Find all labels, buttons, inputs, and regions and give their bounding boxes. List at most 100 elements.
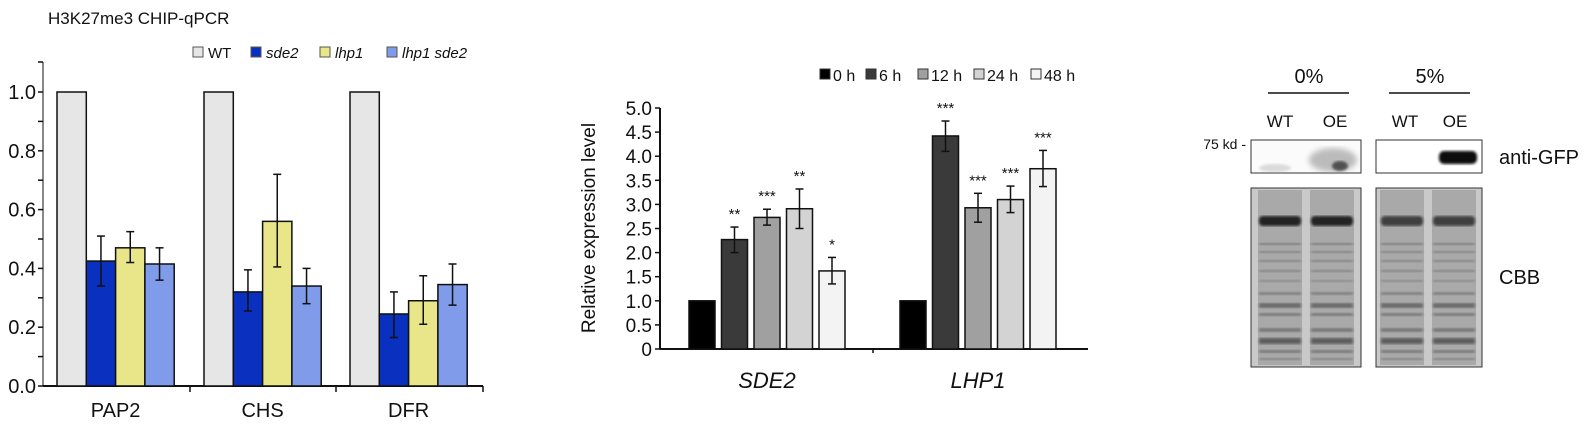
cbb-band [1433,280,1475,282]
cbb-band [1259,350,1301,353]
cbb-band [1381,260,1423,262]
lane-label: OE [1323,112,1348,131]
bar-sde2-PAP2 [85,260,117,387]
condition-label: 5% [1416,66,1445,88]
legend-swatch [192,46,204,58]
bar-WT-DFR [349,91,381,387]
x-category-label: CHS [241,400,283,422]
background-smear [1259,164,1291,172]
expression-chart: 0 0.5 1.0 1.5 2.0 2.5 3.0 3.5 4.0 4.5 5.0 Relative … [579,68,1088,393]
gfp-band [1439,151,1477,164]
legend-swatch [1030,68,1042,80]
cbb-band [1259,260,1301,262]
cbb-band [1259,280,1301,282]
cbb-band [1311,338,1353,344]
cbb-band [1259,328,1301,332]
legend-swatch [250,46,262,58]
legend-label: sde2 [266,45,299,62]
y-tick-label: 1.0 [8,82,36,104]
legend-swatch [865,68,877,80]
cbb-band [1433,292,1475,295]
bar-lhp1-PAP2 [114,247,146,387]
bar-WT-CHS [203,91,235,387]
cbb-band [1381,280,1423,282]
cbb-band [1311,292,1353,295]
cbb-band [1433,251,1475,253]
bar-0h-LHP1 [899,300,927,350]
legend-label: 6 h [879,68,901,85]
cbb-band [1433,338,1475,344]
legend-label: lhp1 sde2 [402,45,468,62]
y-tick-label: 4.5 [626,123,652,144]
bar-12h-LHP1 [964,207,992,350]
cbb-band [1381,243,1423,245]
x-category-label: DFR [388,400,429,422]
chipqpcr-chart: H3K27me3 CHIP-qPCR 0.0 0.2 0.4 0.6 0.8 1.0 PAP2… [8,9,484,422]
weak-gfp-band-core [1332,161,1348,171]
y-tick-label: 1.0 [626,292,652,313]
row-label-anti-gfp: anti-GFP [1499,147,1579,169]
cbb-band [1433,216,1475,226]
bar-6h-LHP1 [931,135,960,350]
y-tick-label: 2.5 [626,220,652,241]
legend-swatch [386,46,398,58]
significance-stars: ** [794,168,806,185]
significance-stars: *** [969,172,987,189]
cbb-band [1381,358,1423,360]
significance-stars: *** [758,188,776,205]
cbb-band [1259,338,1301,344]
cbb-band [1259,243,1301,245]
cbb-band [1381,328,1423,332]
cbb-band [1311,243,1353,245]
cbb-band [1311,303,1353,308]
bar-WT-PAP2 [56,91,88,387]
cbb-band [1259,358,1301,360]
cbb-band [1433,328,1475,332]
legend-label: WT [208,45,231,62]
x-category-label: SDE2 [738,368,795,393]
y-tick-label: 0.2 [8,317,36,339]
significance-stars: *** [1034,129,1052,146]
cbb-band [1259,216,1301,226]
cbb-band [1259,303,1301,308]
legend-label: 48 h [1044,68,1075,85]
cbb-band [1259,292,1301,295]
cbb-band [1381,338,1423,344]
cbb-band [1311,358,1353,360]
significance-stars: ** [729,206,741,223]
cbb-band [1259,251,1301,253]
legend-label: 24 h [987,68,1018,85]
row-label-cbb: CBB [1499,267,1540,289]
legend-swatch [319,46,331,58]
y-tick-label: 0.8 [8,141,36,163]
cbb-band [1381,313,1423,316]
cbb-band [1311,216,1353,226]
bar-0h-SDE2 [688,300,716,350]
cbb-band [1433,243,1475,245]
cbb-band [1433,313,1475,316]
significance-stars: *** [1002,165,1020,182]
bar-12h-SDE2 [753,216,781,350]
y-tick-label: 3.0 [626,195,652,216]
legend-swatch [917,68,929,80]
y-tick-label: 4.0 [626,147,652,168]
lane-label: OE [1443,112,1468,131]
x-category-label: LHP1 [950,368,1005,393]
bar-48h-LHP1 [1029,167,1057,350]
y-tick-label: 5.0 [626,99,652,120]
cbb-band [1259,313,1301,316]
bar-24h-LHP1 [996,198,1025,350]
cbb-band [1433,303,1475,308]
cbb-band [1381,216,1423,226]
chart-title: H3K27me3 CHIP-qPCR [48,9,229,28]
cbb-band [1381,292,1423,295]
lane-label: WT [1267,112,1293,131]
y-tick-label: 0.4 [8,258,36,280]
cbb-band [1311,280,1353,282]
significance-stars: * [829,236,835,253]
y-tick-label: 0 [641,340,652,361]
y-tick-label: 1.5 [626,268,652,289]
cbb-band [1381,303,1423,308]
cbb-band [1433,358,1475,360]
y-tick-label: 0.0 [8,376,36,398]
